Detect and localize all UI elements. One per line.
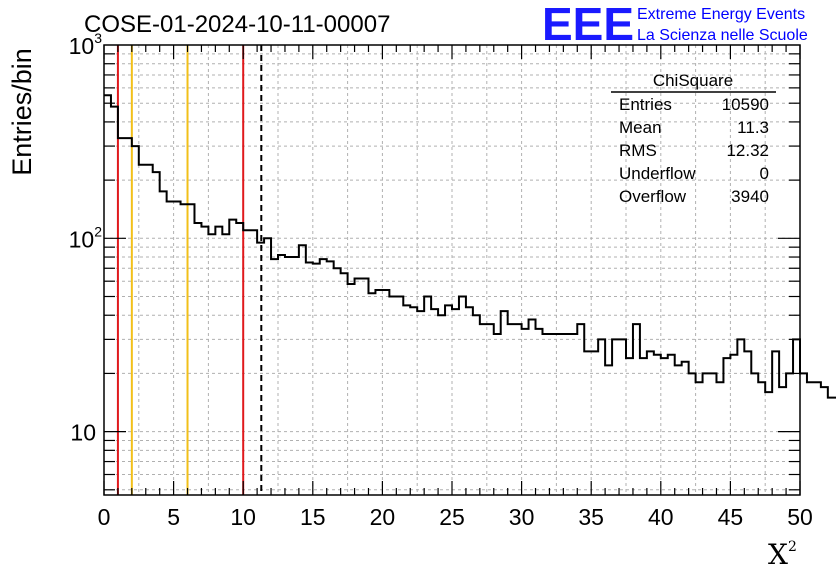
y-tick-exponent: 3 — [94, 30, 102, 46]
y-tick-exponent: 2 — [94, 223, 102, 239]
x-tick-label: 5 — [167, 504, 180, 530]
stats-value: 11.3 — [737, 118, 769, 137]
stats-label: Mean — [619, 118, 662, 137]
y-axis-label: Entries/bin — [7, 48, 37, 176]
stats-label: Entries — [619, 95, 672, 114]
x-tick-label: 25 — [439, 504, 465, 530]
x-tick-label: 10 — [230, 504, 256, 530]
x-tick-label: 15 — [300, 504, 326, 530]
stats-label: Overflow — [619, 187, 687, 206]
y-tick-base: 10 — [70, 420, 96, 446]
stats-value: 12.32 — [726, 141, 769, 160]
histogram-series — [104, 94, 836, 399]
x-tick-label: 45 — [718, 504, 744, 530]
x-tick-label: 20 — [370, 504, 396, 530]
y-tick-label: 103 — [69, 30, 103, 59]
chart-title: COSE-01-2024-10-11-00007 — [84, 11, 390, 38]
stats-value: 0 — [760, 164, 769, 183]
x-axis-label-sup: 2 — [788, 539, 797, 555]
stats-box: ChiSquare Entries 10590 Mean 11.3 RMS 12.32 Un… — [611, 71, 776, 206]
stats-value: 10590 — [722, 95, 769, 114]
stats-title: ChiSquare — [653, 71, 733, 90]
y-tick-label: 10 — [70, 420, 96, 446]
x-axis-label-main: X — [768, 538, 788, 571]
histogram — [104, 94, 836, 399]
y-tick-label: 102 — [69, 223, 103, 252]
logo-line-1: Extreme Energy Events — [637, 6, 805, 23]
x-axis-label: X2 — [768, 538, 797, 571]
eee-logo: EEE Extreme Energy Events La Scienza nel… — [542, 0, 808, 50]
x-tick-label: 50 — [787, 504, 813, 530]
y-tick-base: 10 — [69, 226, 95, 252]
stats-rows: Entries 10590 Mean 11.3 RMS 12.32 Underflow 0 Ov… — [619, 95, 769, 206]
axis-ticks — [103, 45, 801, 495]
stats-value: 3940 — [731, 187, 769, 206]
x-tick-label: 30 — [509, 504, 535, 530]
stats-label: Underflow — [619, 164, 696, 183]
x-tick-label: 0 — [98, 504, 111, 530]
x-tick-label: 35 — [578, 504, 604, 530]
stats-label: RMS — [619, 141, 657, 160]
grid — [103, 45, 801, 495]
logo-mark: EEE — [542, 0, 634, 50]
x-tick-label: 40 — [648, 504, 674, 530]
reference-lines — [116, 45, 263, 495]
logo-line-2: La Scienza nelle Scuole — [637, 27, 808, 44]
y-tick-base: 10 — [69, 33, 95, 59]
